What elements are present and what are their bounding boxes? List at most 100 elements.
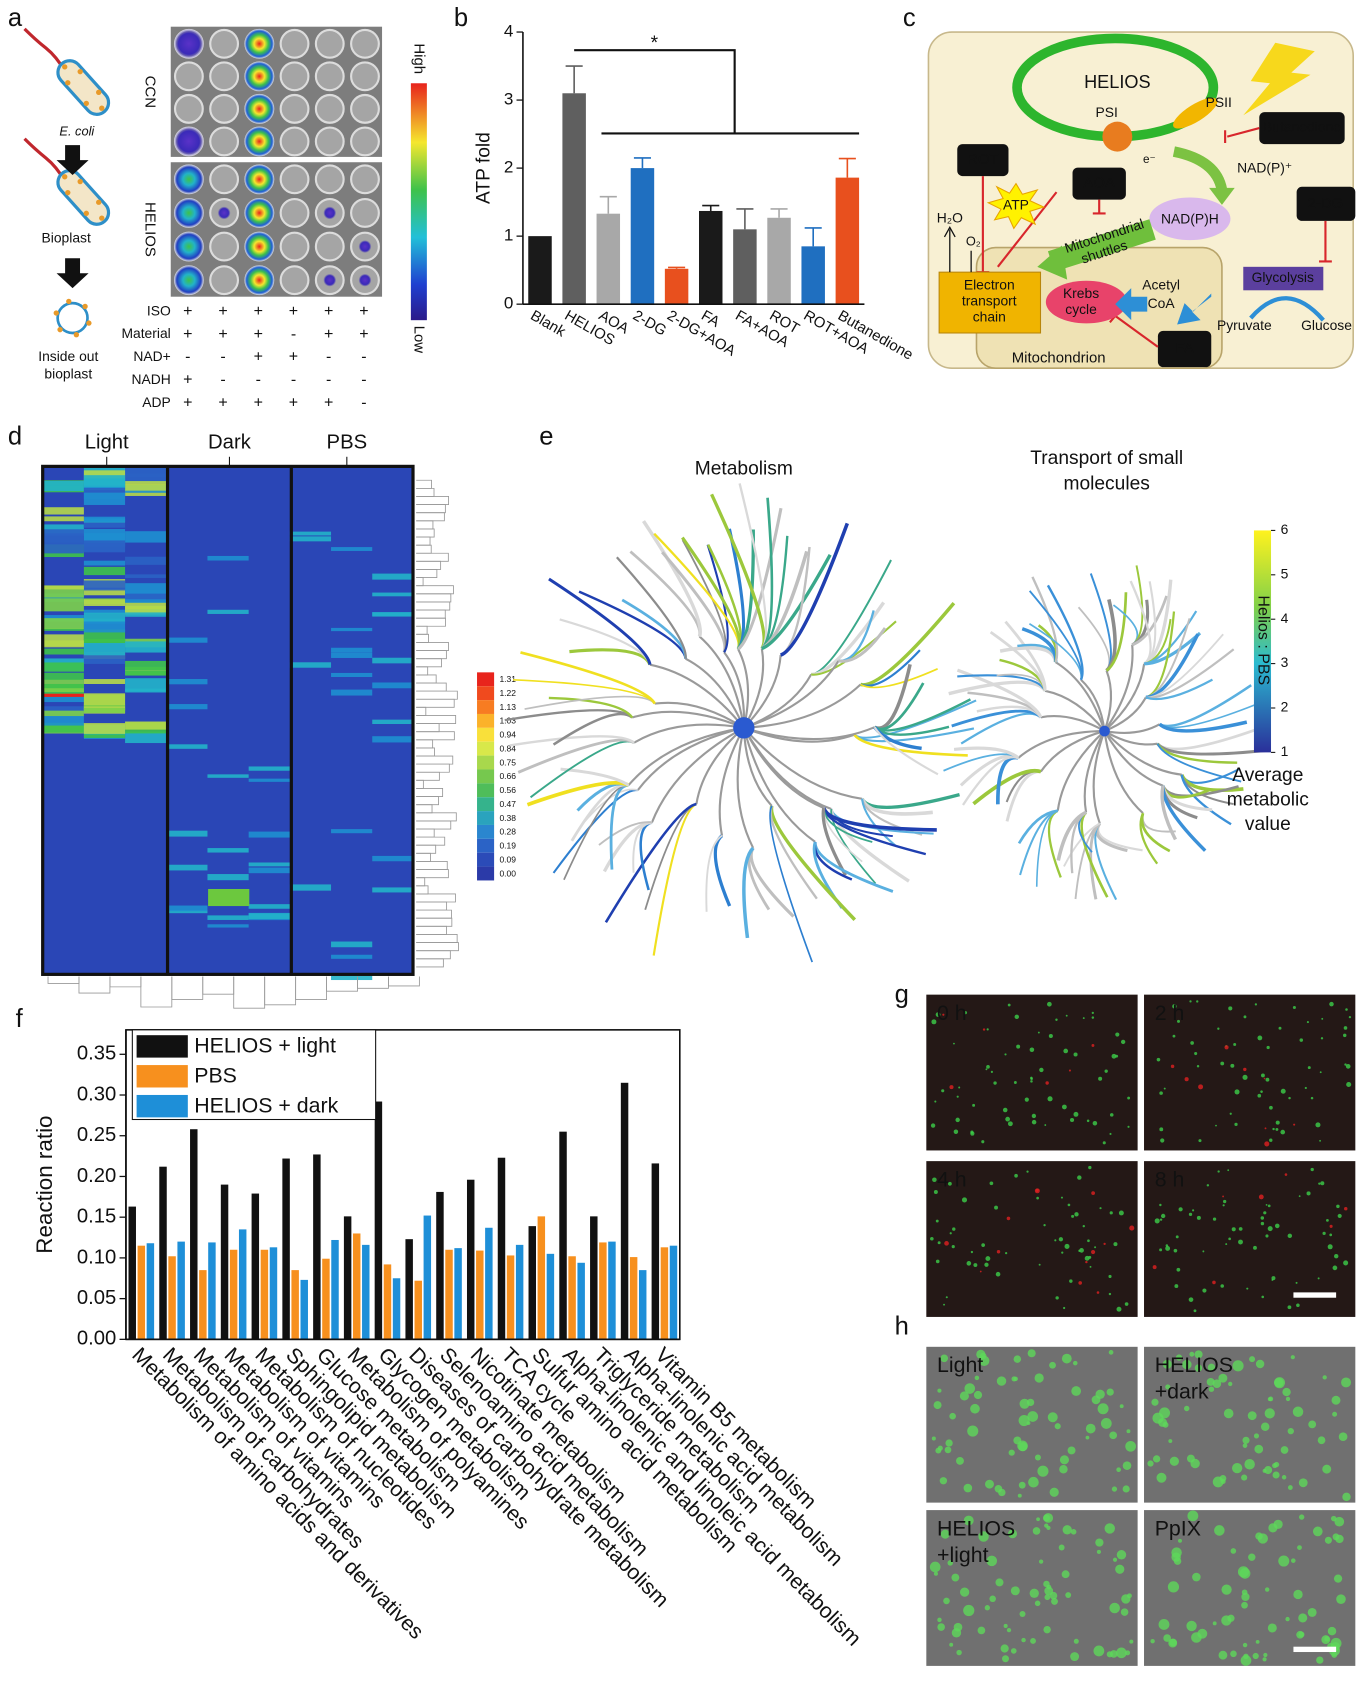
signal xyxy=(951,1573,960,1582)
tree-branch xyxy=(698,635,745,729)
signal xyxy=(1018,1481,1026,1489)
signal xyxy=(1308,1420,1317,1429)
signal xyxy=(1260,1073,1265,1078)
signal xyxy=(1285,1616,1290,1622)
dendrogram xyxy=(416,690,458,700)
tree-branch xyxy=(948,680,1047,696)
heatmap-cell xyxy=(372,612,414,617)
signal xyxy=(1265,1203,1268,1206)
signal xyxy=(963,1011,968,1015)
signal xyxy=(943,1597,950,1605)
colorbar-cell xyxy=(477,713,495,728)
dendrogram xyxy=(416,625,428,635)
bar xyxy=(300,1279,308,1340)
signal xyxy=(931,1436,936,1441)
electron-flow xyxy=(1172,146,1228,192)
dendrogram xyxy=(416,496,449,506)
signal xyxy=(1336,1204,1340,1209)
signal xyxy=(963,1515,974,1526)
signal xyxy=(1343,1260,1349,1266)
signal xyxy=(1159,1127,1164,1132)
signal xyxy=(1336,1594,1346,1604)
signal xyxy=(1067,1446,1076,1455)
signal xyxy=(1298,1613,1308,1623)
signal xyxy=(1026,1170,1029,1173)
well xyxy=(350,61,380,92)
signal xyxy=(1291,1558,1296,1563)
dendrogram xyxy=(416,585,454,595)
light xyxy=(1243,42,1315,116)
bar xyxy=(835,177,860,305)
tree-branch xyxy=(861,798,898,848)
dendrogram xyxy=(416,512,445,522)
signal xyxy=(1060,1196,1063,1199)
heatmap-cell xyxy=(42,507,84,515)
signal xyxy=(1129,1225,1135,1231)
well xyxy=(350,164,380,195)
intensity-scale xyxy=(410,83,427,321)
signal xyxy=(1104,1069,1108,1073)
signal xyxy=(1241,1601,1248,1609)
signal xyxy=(1065,1014,1068,1017)
dendrogram xyxy=(202,976,235,995)
colorbar-label: 0.56 xyxy=(499,785,516,795)
tree-branch xyxy=(598,821,653,846)
heatmap-cell xyxy=(207,555,249,561)
signal xyxy=(937,1388,942,1393)
label: AOA xyxy=(1083,175,1115,192)
signal xyxy=(1192,1209,1195,1212)
heatmap-cell xyxy=(331,652,373,658)
panel-letter: e xyxy=(539,422,553,450)
bar xyxy=(352,1233,361,1340)
dendrogram xyxy=(416,658,442,668)
arrow-head xyxy=(1209,187,1235,205)
scale-low: Low xyxy=(410,326,427,354)
bar xyxy=(436,1191,444,1340)
signal xyxy=(1062,1525,1072,1535)
signal xyxy=(1162,1421,1169,1428)
bar xyxy=(629,1257,638,1340)
signal xyxy=(1047,1096,1053,1102)
signal xyxy=(1108,1350,1114,1355)
signal xyxy=(985,1256,991,1262)
signal xyxy=(1017,1493,1022,1498)
acetyl-arrow xyxy=(1115,288,1148,321)
heatmap-cell xyxy=(83,580,126,591)
signal xyxy=(1109,1602,1120,1614)
tree-branch xyxy=(1145,678,1213,701)
signal xyxy=(1061,1104,1067,1110)
tree-branch xyxy=(1044,689,1106,732)
y-tick-label: 0.35 xyxy=(77,1043,116,1065)
signal xyxy=(1322,1464,1332,1474)
signal xyxy=(1004,1053,1007,1056)
dendrogram xyxy=(78,976,111,994)
signal xyxy=(1034,1188,1040,1194)
signal xyxy=(935,1012,941,1017)
signal xyxy=(1324,1536,1332,1544)
signal xyxy=(1344,1063,1347,1066)
plate-image xyxy=(170,26,383,157)
colorbar-label: 1.13 xyxy=(499,702,516,712)
signal xyxy=(1244,1458,1255,1470)
signal xyxy=(1054,1239,1057,1242)
image-label: PpIX xyxy=(1155,1516,1201,1540)
signal xyxy=(1165,1384,1171,1390)
label: chain xyxy=(973,309,1006,325)
signal xyxy=(1034,1373,1044,1383)
signal xyxy=(1067,1203,1071,1207)
signal xyxy=(1196,1065,1200,1068)
tree-branch xyxy=(1160,785,1177,841)
signal xyxy=(1103,1242,1106,1246)
tree-branch xyxy=(1055,661,1106,732)
dendrogram xyxy=(416,763,450,773)
label: Glycolysis xyxy=(1252,269,1314,285)
heatmap-cell xyxy=(42,648,84,655)
signal xyxy=(1028,1476,1039,1488)
bar xyxy=(159,1166,167,1340)
well xyxy=(209,164,240,195)
signal xyxy=(1322,1375,1327,1380)
signal xyxy=(1169,1456,1179,1466)
table-cell: + xyxy=(254,349,263,366)
signal xyxy=(1260,1422,1270,1432)
table-cell: + xyxy=(218,303,227,320)
